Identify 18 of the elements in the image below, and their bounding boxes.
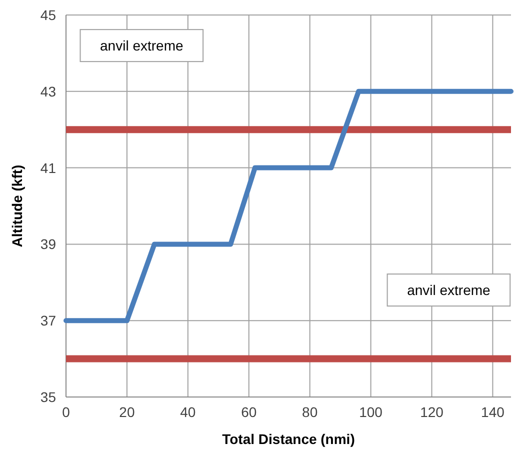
y-axis-title: Altitude (kft) [9,164,25,248]
y-tick-label: 39 [40,236,56,252]
x-axis-title: Total Distance (nmi) [222,431,355,447]
x-tick-label: 140 [481,404,505,420]
x-tick-label: 60 [241,404,257,420]
y-tick-label: 41 [40,160,56,176]
x-tick-label: 80 [302,404,318,420]
y-tick-label: 35 [40,389,56,405]
x-tick-label: 100 [359,404,383,420]
annotation: anvil extreme [407,282,491,298]
x-tick-label: 0 [62,404,70,420]
x-tick-label: 120 [420,404,444,420]
y-tick-label: 45 [40,7,56,23]
x-tick-label: 20 [119,404,135,420]
x-tick-label: 40 [180,404,196,420]
y-tick-label: 37 [40,312,56,329]
annotation: anvil extreme [100,38,184,54]
y-tick-label: 43 [40,83,56,100]
